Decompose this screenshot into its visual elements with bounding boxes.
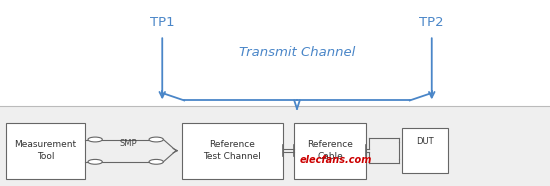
Bar xyxy=(294,123,366,179)
Text: Measurement
Tool: Measurement Tool xyxy=(14,140,76,161)
Text: Transmit Channel: Transmit Channel xyxy=(239,46,355,59)
Bar xyxy=(0,106,550,186)
Circle shape xyxy=(149,137,163,142)
Circle shape xyxy=(88,137,102,142)
Bar xyxy=(182,123,283,179)
Text: Reference
Test Channel: Reference Test Channel xyxy=(204,140,261,161)
Bar xyxy=(6,123,85,179)
Text: TP2: TP2 xyxy=(420,16,444,29)
Circle shape xyxy=(149,159,163,164)
Text: elecfans.com: elecfans.com xyxy=(300,155,372,165)
Text: TP1: TP1 xyxy=(150,16,174,29)
Circle shape xyxy=(88,159,102,164)
Text: DUT: DUT xyxy=(416,137,434,146)
Bar xyxy=(402,128,448,173)
Text: SMP: SMP xyxy=(120,139,138,148)
Text: Reference
Cable: Reference Cable xyxy=(307,140,353,161)
